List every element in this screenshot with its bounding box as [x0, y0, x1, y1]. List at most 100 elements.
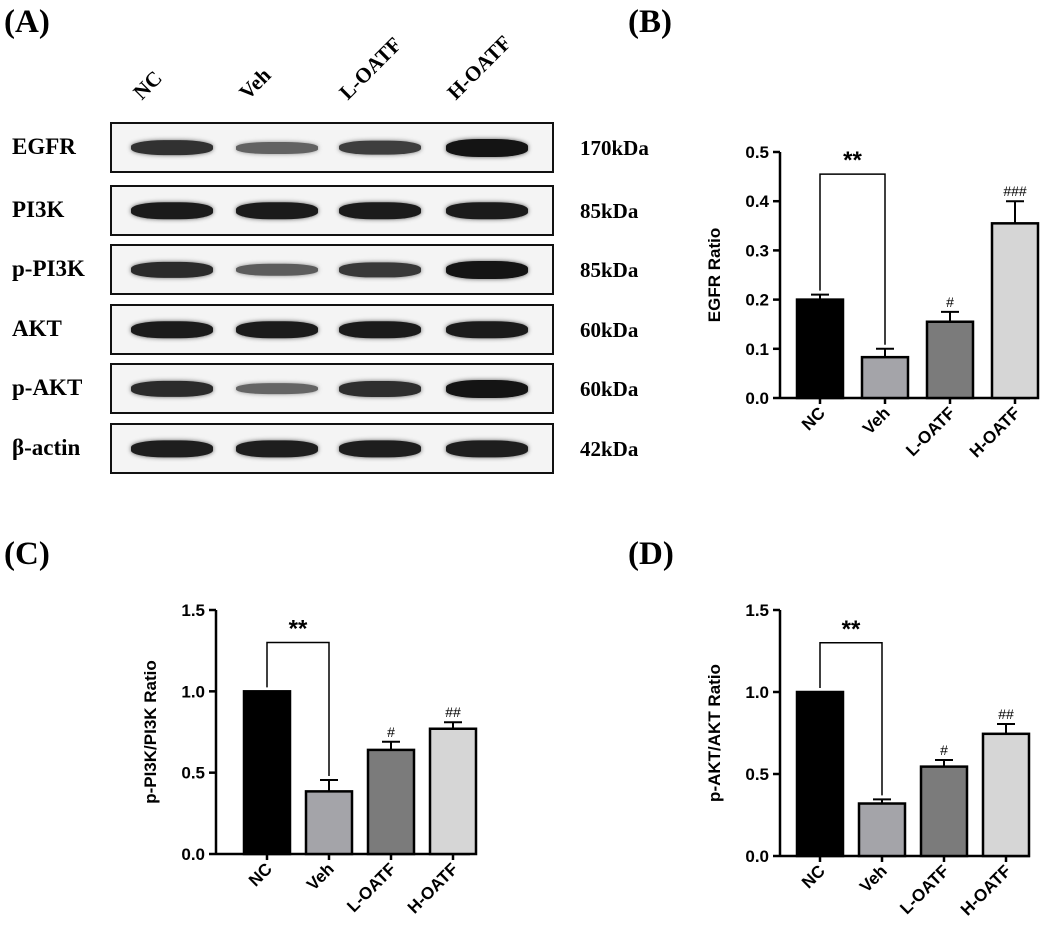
- panel-label-c: (C): [4, 536, 50, 572]
- bar-veh: [304, 790, 354, 856]
- kda-label: 85kDa: [580, 199, 639, 223]
- kda-label: 60kDa: [580, 377, 639, 401]
- bar-l-oatf: [366, 748, 416, 856]
- blot-band: [131, 380, 213, 397]
- blot-band: [339, 320, 421, 339]
- blot-strip: [110, 244, 554, 295]
- bar-veh: [857, 802, 907, 858]
- chart-p-akt-ratio: 0.0 0.5 1.0 1.5 p-AKT/AKT Ratio NC Veh # L-OATF #…: [705, 601, 1031, 919]
- y-tick-label: 0.5: [745, 765, 769, 784]
- blot-band: [339, 380, 421, 397]
- x-tick-label: H-OATF: [966, 403, 1024, 461]
- blot-band: [446, 379, 528, 398]
- x-tick-label: NC: [245, 859, 276, 890]
- significance-hash: ##: [998, 706, 1014, 722]
- bar-h-oatf: [981, 732, 1031, 858]
- blot-strip: [110, 122, 554, 173]
- blot-band: [339, 140, 421, 155]
- blot-band: [236, 263, 318, 276]
- lane-label-h-oatf: H-OATF: [442, 30, 516, 105]
- x-tick-label: H-OATF: [404, 859, 462, 917]
- blot-band: [339, 201, 421, 220]
- blot-strip: [110, 185, 554, 236]
- x-tick-label: L-OATF: [896, 861, 953, 918]
- x-tick-label: L-OATF: [343, 859, 400, 916]
- significance-stars: **: [842, 616, 861, 643]
- chart-p-pi3k-ratio: 0.0 0.5 1.0 1.5 p-PI3K/PI3K Ratio NC Veh # L-OAT…: [141, 601, 478, 917]
- panel-label-b: (B): [628, 4, 672, 40]
- panel-label-d: (D): [628, 536, 674, 572]
- significance-hash: ###: [1003, 183, 1027, 199]
- bar-nc: [242, 690, 292, 856]
- kda-label: 42kDa: [580, 437, 639, 461]
- blot-band: [236, 439, 318, 458]
- lane-label-nc: NC: [128, 65, 167, 105]
- x-tick-label: NC: [798, 861, 829, 892]
- lane-label-veh: Veh: [234, 63, 276, 105]
- significance-hash: #: [940, 742, 948, 758]
- blot-band: [446, 260, 528, 279]
- blot-band: [131, 261, 213, 278]
- y-tick-label: 0.0: [745, 389, 769, 408]
- x-tick-label: Veh: [303, 859, 338, 894]
- x-tick-label: Veh: [856, 861, 891, 896]
- y-tick-label: 0.2: [745, 291, 769, 310]
- y-tick-label: 1.0: [745, 683, 769, 702]
- x-tick-label: L-OATF: [902, 403, 959, 460]
- y-tick-label: 1.5: [181, 601, 205, 620]
- bar-h-oatf: [990, 222, 1040, 400]
- kda-label: 85kDa: [580, 258, 639, 282]
- protein-label: p-PI3K: [12, 256, 85, 281]
- x-tick-label: H-OATF: [957, 861, 1015, 919]
- blot-band: [131, 201, 213, 220]
- bar-l-oatf: [925, 320, 975, 400]
- bar-l-oatf: [919, 765, 969, 858]
- panel-label-a: (A): [4, 4, 50, 40]
- blot-strip: [110, 363, 554, 414]
- x-tick-label: Veh: [859, 403, 894, 438]
- y-tick-label: 1.5: [745, 601, 769, 620]
- y-tick-label: 0.3: [745, 241, 769, 260]
- kda-label: 60kDa: [580, 318, 639, 342]
- kda-label: 170kDa: [580, 136, 649, 160]
- blot-band: [236, 382, 318, 395]
- blot-strip: [110, 304, 554, 355]
- significance-stars: **: [843, 147, 862, 174]
- y-tick-label: 0.0: [745, 847, 769, 866]
- y-tick-label: 0.5: [745, 143, 769, 162]
- bar-nc: [795, 690, 845, 858]
- blot-band: [339, 261, 421, 278]
- blot-band: [446, 439, 528, 458]
- y-tick-label: 0.5: [181, 764, 205, 783]
- significance-bracket: [819, 642, 883, 796]
- blot-band: [131, 139, 213, 156]
- y-axis-label: p-PI3K/PI3K Ratio: [141, 660, 160, 804]
- y-tick-label: 0.1: [745, 340, 769, 359]
- significance-bracket: [819, 173, 886, 345]
- blot-band: [236, 141, 318, 154]
- protein-label: β-actin: [12, 435, 81, 460]
- y-tick-label: 0.4: [745, 192, 769, 211]
- significance-bracket: [266, 641, 330, 776]
- blot-band: [339, 439, 421, 458]
- bar-veh: [860, 355, 910, 400]
- protein-label: AKT: [12, 316, 62, 341]
- significance-hash: ##: [445, 704, 461, 720]
- bar-nc: [795, 298, 845, 400]
- protein-label: p-AKT: [12, 375, 83, 400]
- blot-band: [236, 201, 318, 220]
- blot-band: [446, 320, 528, 339]
- blot-band: [131, 439, 213, 458]
- lane-label-l-oatf: L-OATF: [334, 32, 407, 105]
- significance-hash: #: [387, 724, 395, 740]
- blot-band: [131, 320, 213, 339]
- significance-hash: #: [946, 294, 954, 310]
- x-tick-label: NC: [798, 403, 829, 434]
- blot-strip: [110, 423, 554, 474]
- blot-band: [446, 138, 528, 157]
- blot-band: [236, 320, 318, 339]
- y-tick-label: 1.0: [181, 682, 205, 701]
- protein-label: PI3K: [12, 197, 65, 222]
- significance-stars: **: [289, 616, 308, 643]
- y-axis-label: p-AKT/AKT Ratio: [705, 664, 724, 802]
